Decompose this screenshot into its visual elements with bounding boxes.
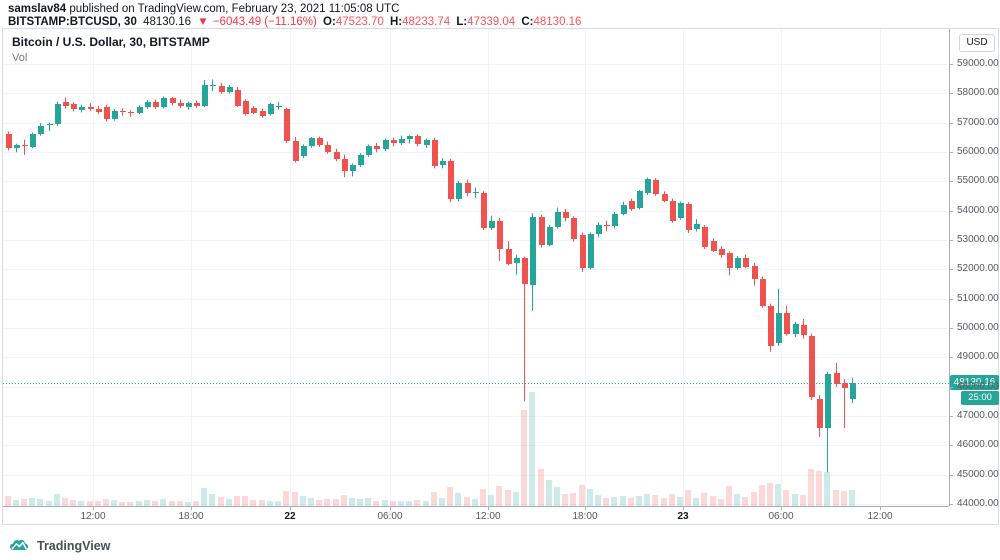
time-axis-label: 22 — [284, 511, 296, 522]
time-axis[interactable]: 12:00 18:00 22 06:00 12:00 18:00 23 06:00 12:00 — [3, 506, 949, 524]
close-value: 48130.16 — [533, 16, 582, 28]
time-axis-label: 06:00 — [377, 511, 403, 522]
direction-down-icon: ▼ — [197, 16, 209, 28]
price-axis-label: 48000.00 — [957, 380, 999, 392]
price-axis-label: 57000.00 — [957, 116, 999, 128]
price-axis-tick — [950, 328, 953, 329]
price-change: −6043.49 (−11.16%) — [212, 16, 317, 28]
price-axis-label: 47000.00 — [957, 410, 999, 421]
time-axis-label: 18:00 — [572, 511, 598, 522]
price-axis-tick — [950, 93, 953, 94]
time-axis-tick — [781, 507, 782, 510]
price-axis-tick — [950, 416, 953, 417]
byline: samslav84 published on TradingView.com, … — [8, 3, 399, 15]
price-axis-tick — [950, 504, 953, 505]
price-axis-label: 44000.00 — [957, 498, 999, 509]
high-label: H: — [390, 16, 403, 28]
symbol-line: BITSTAMP:BTCUSD, 30 48130.16 ▼ −6043.49 … — [8, 16, 584, 28]
author: samslav84 — [8, 3, 67, 15]
price-axis-tick — [950, 152, 953, 153]
price-axis-tick — [950, 181, 953, 182]
candlestick-chart — [3, 29, 949, 506]
time-axis-label: 18:00 — [178, 511, 204, 522]
price-axis-tick — [950, 123, 953, 124]
low-value: 47339.04 — [467, 16, 516, 28]
price-axis-tick — [950, 269, 953, 270]
high-value: 48233.74 — [402, 16, 451, 28]
time-axis-tick — [488, 507, 489, 510]
time-axis-label: 06:00 — [768, 511, 794, 522]
price-axis-label: 55000.00 — [957, 175, 999, 187]
price-axis-label: 53000.00 — [957, 234, 999, 245]
price-axis-label: 59000.00 — [957, 58, 999, 69]
time-axis-label: 23 — [677, 511, 689, 522]
time-axis-tick — [683, 507, 684, 510]
tradingview-logo-icon — [10, 539, 28, 550]
price-axis-tick — [950, 387, 953, 388]
price-axis-label: 45000.00 — [957, 468, 999, 480]
currency-button[interactable]: USD — [959, 34, 995, 52]
time-axis-tick — [585, 507, 586, 510]
time-axis-tick — [880, 507, 881, 510]
price-axis-label: 58000.00 — [957, 87, 999, 99]
time-axis-label: 12:00 — [80, 511, 106, 522]
open-value: 47523.70 — [335, 16, 384, 28]
price-axis-tick — [950, 357, 953, 358]
price-axis-tick — [950, 240, 953, 241]
price-axis-label: 54000.00 — [957, 204, 999, 216]
price-axis-label: 50000.00 — [957, 322, 999, 333]
time-axis-tick — [93, 507, 94, 510]
tradingview-logo[interactable]: TradingView — [8, 539, 110, 554]
time-axis-tick — [191, 507, 192, 510]
symbol-name: BITSTAMP:BTCUSD, 30 — [8, 16, 137, 28]
chart-widget: Bitcoin / U.S. Dollar, 30, BITSTAMP Vol … — [2, 28, 999, 525]
last-price: 48130.16 — [143, 16, 192, 28]
bar-countdown-badge: 25:00 — [961, 391, 999, 405]
byline-text: published on TradingView.com, February 2… — [66, 3, 400, 15]
time-axis-label: 12:00 — [475, 511, 501, 522]
price-axis-label: 56000.00 — [957, 146, 999, 157]
price-axis-tick — [950, 211, 953, 212]
price-axis[interactable]: USD 48130.16 25:00 59000.00 58000.00 57000… — [949, 29, 999, 509]
price-axis-tick — [950, 64, 953, 65]
time-axis-tick — [290, 507, 291, 510]
close-label: C: — [521, 16, 534, 28]
price-axis-tick — [950, 445, 953, 446]
price-axis-label: 51000.00 — [957, 292, 999, 304]
price-axis-label: 46000.00 — [957, 439, 999, 451]
price-axis-tick — [950, 299, 953, 300]
low-label: L: — [456, 16, 468, 28]
last-price-badge: 48130.16 — [950, 375, 999, 390]
price-axis-label: 49000.00 — [957, 351, 999, 363]
chart-pane[interactable]: Bitcoin / U.S. Dollar, 30, BITSTAMP Vol — [3, 29, 949, 506]
time-axis-tick — [390, 507, 391, 510]
time-axis-label: 12:00 — [867, 511, 893, 522]
price-axis-label: 52000.00 — [957, 263, 999, 275]
tradingview-logo-text: TradingView — [37, 539, 111, 553]
open-label: O: — [323, 16, 336, 28]
footer: TradingView — [8, 537, 110, 555]
price-axis-tick — [950, 475, 953, 476]
